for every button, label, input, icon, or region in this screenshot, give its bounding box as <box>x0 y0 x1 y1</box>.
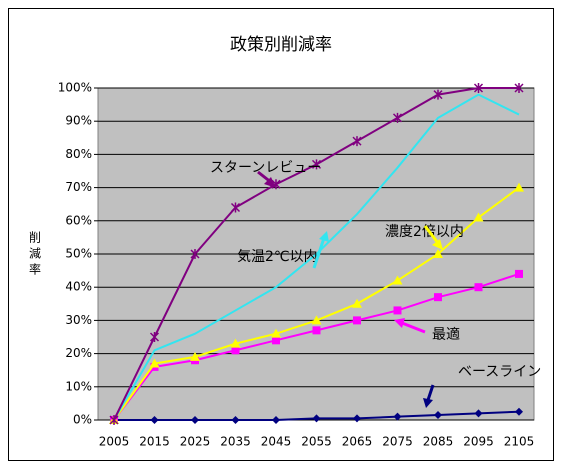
marker <box>515 407 523 416</box>
marker <box>311 315 322 325</box>
x-tick-label: 2105 <box>504 435 535 449</box>
marker <box>393 306 402 315</box>
arrow-head <box>423 398 433 408</box>
series-label: 気温2℃以内 <box>237 249 318 265</box>
marker <box>230 202 241 213</box>
y-tick-label: 0% <box>73 413 92 427</box>
arrow-head <box>432 239 443 250</box>
arrow-head <box>394 318 405 328</box>
marker <box>191 416 199 424</box>
y-tick-label: 90% <box>65 114 92 128</box>
marker <box>434 411 442 420</box>
marker <box>474 283 483 292</box>
marker <box>190 351 200 361</box>
marker <box>352 136 362 147</box>
x-tick-label: 2015 <box>139 435 170 449</box>
x-tick-label: 2025 <box>180 435 211 449</box>
marker <box>271 328 281 338</box>
marker <box>393 412 402 421</box>
marker <box>231 416 240 424</box>
marker <box>473 83 484 93</box>
x-tick-label: 2045 <box>261 435 292 449</box>
x-tick-label: 2095 <box>463 435 494 449</box>
marker <box>230 338 241 348</box>
marker <box>272 336 280 345</box>
marker <box>272 416 280 424</box>
arrow-head <box>319 231 329 242</box>
marker <box>515 269 523 278</box>
y-tick-label: 70% <box>65 180 92 194</box>
arrow <box>401 321 426 334</box>
arrow-head <box>264 177 276 188</box>
marker <box>433 89 443 100</box>
chart-title: 政策別削減率 <box>230 35 332 55</box>
marker <box>514 83 524 93</box>
arrow <box>423 225 440 244</box>
marker <box>352 298 362 308</box>
marker <box>150 416 159 424</box>
series-line <box>113 93 520 421</box>
marker <box>231 346 240 355</box>
x-tick-label: 2055 <box>301 435 332 449</box>
marker <box>312 414 321 423</box>
marker <box>353 414 361 423</box>
y-tick-label: 50% <box>65 247 92 261</box>
y-tick-label: 40% <box>65 280 92 294</box>
marker <box>392 275 403 285</box>
marker <box>312 326 321 335</box>
x-tick-label: 2085 <box>423 435 454 449</box>
x-tick-label: 2075 <box>382 435 413 449</box>
marker <box>109 415 119 425</box>
x-tick-label: 2035 <box>220 435 251 449</box>
arrow <box>312 237 326 269</box>
y-axis-label: 削減率 <box>28 231 42 279</box>
arrow <box>426 384 435 401</box>
series-label: スターンレビュー <box>210 160 321 176</box>
marker <box>392 112 403 123</box>
series-label: 最適 <box>432 326 460 343</box>
y-tick-label: 100% <box>58 81 92 95</box>
series-label: 濃度2倍以内 <box>385 224 464 240</box>
marker <box>149 332 160 342</box>
marker <box>514 182 524 192</box>
x-tick-label: 2005 <box>99 435 130 449</box>
marker <box>473 212 484 222</box>
annotations: スターンレビュー 気温2℃以内 濃度2倍以内 最適 ベースライン <box>210 160 541 408</box>
marker <box>149 358 160 368</box>
marker <box>353 316 361 325</box>
y-tick-label: 30% <box>65 313 92 327</box>
y-tick-label: 60% <box>65 213 92 227</box>
marker <box>311 159 322 170</box>
marker <box>474 409 483 418</box>
y-tick-label: 20% <box>65 346 92 360</box>
y-tick-label: 10% <box>65 379 92 393</box>
y-tick-label: 80% <box>65 147 92 161</box>
marker <box>434 293 442 302</box>
series-label: ベースライン <box>458 364 541 380</box>
x-tick-label: 2065 <box>342 435 373 449</box>
marker <box>433 249 443 258</box>
marker <box>190 249 200 259</box>
